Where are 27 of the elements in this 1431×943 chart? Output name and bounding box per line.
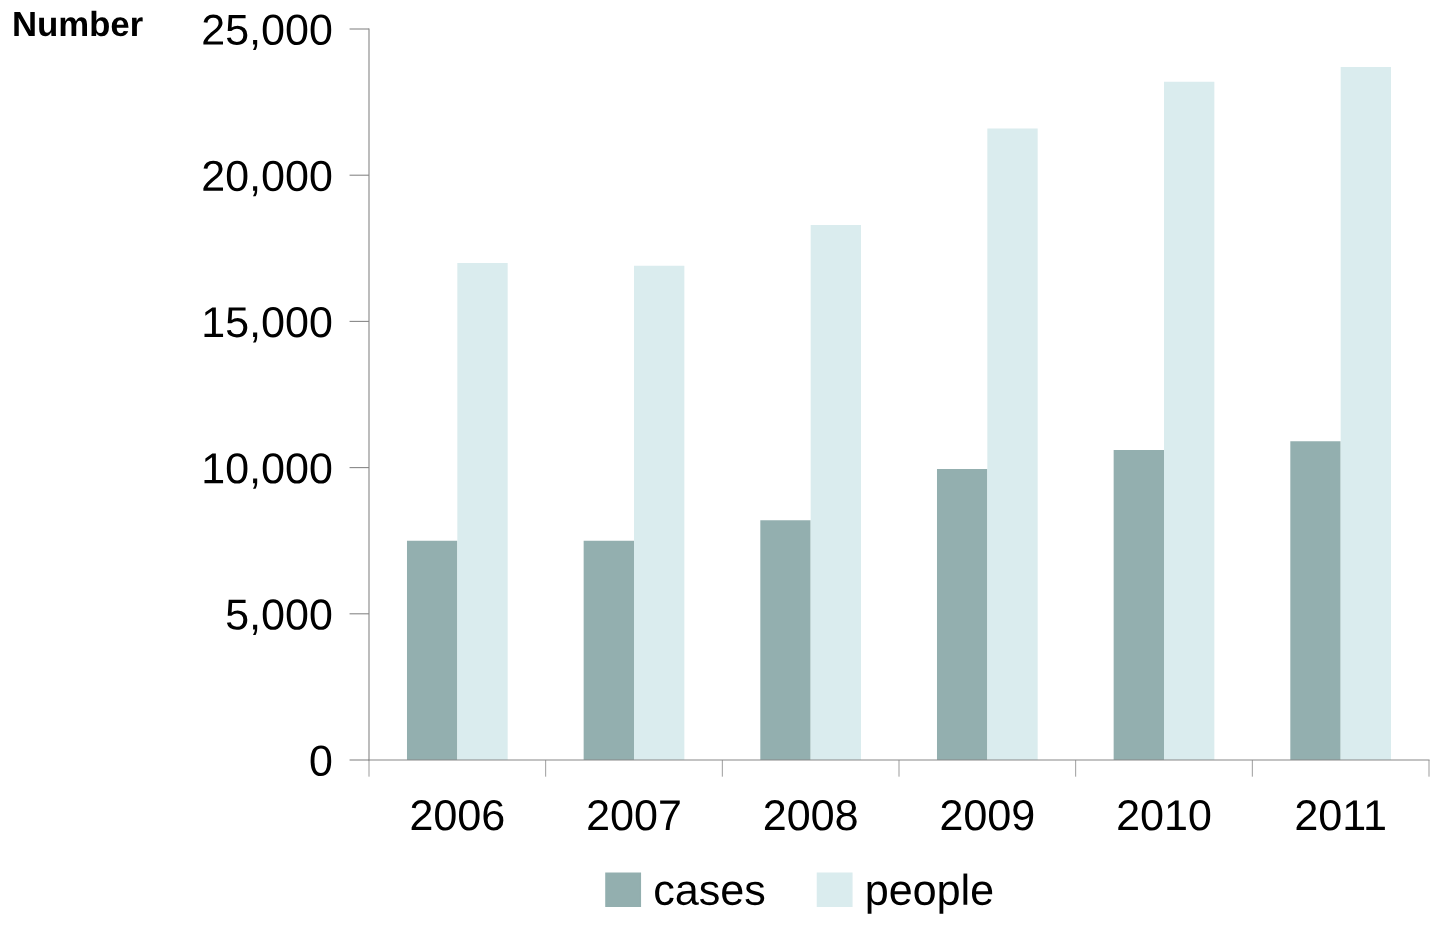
x-tick-label: 2009 [941, 800, 1034, 831]
x-tick-label: 2007 [588, 800, 680, 831]
bar [457, 262, 508, 760]
y-tick-label: 0 [310, 745, 332, 777]
x-tick-label: 2008 [764, 800, 857, 831]
x-tick-label: 2011 [1296, 800, 1385, 831]
bar [987, 128, 1038, 760]
bar [1113, 450, 1164, 760]
bar [810, 224, 862, 760]
bar [1290, 441, 1341, 760]
bar [634, 265, 685, 760]
y-tick-label: 15,000 [204, 306, 332, 343]
legend-label: cases [655, 881, 765, 906]
y-tick-label: 25,000 [203, 14, 332, 51]
x-tick-label: 2010 [1118, 800, 1211, 831]
x-tick-label: 2006 [411, 800, 504, 831]
bar [760, 520, 811, 760]
bar [583, 540, 634, 760]
y-tick-label: 10,000 [204, 453, 332, 489]
bar [406, 540, 458, 760]
y-tick-label: 5,000 [226, 599, 332, 635]
legend-label: people [867, 873, 993, 914]
bar [1164, 81, 1215, 760]
bar [1340, 67, 1392, 760]
y-tick-label: 20,000 [203, 160, 332, 197]
y-axis-title: Number [14, 10, 143, 37]
bar [936, 469, 988, 760]
